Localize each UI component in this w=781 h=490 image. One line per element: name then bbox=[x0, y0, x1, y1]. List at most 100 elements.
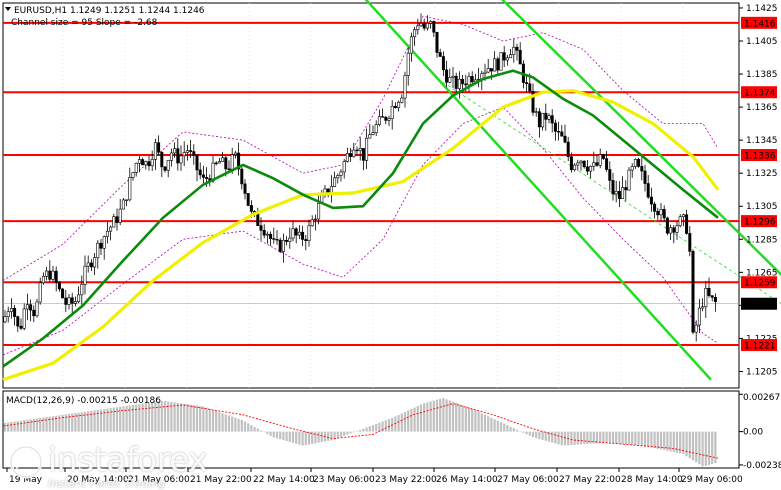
candle-body bbox=[403, 75, 407, 99]
candle-body bbox=[358, 148, 362, 151]
price-tick-label: 1.1365 bbox=[746, 103, 778, 113]
candle-body bbox=[297, 231, 301, 236]
macd-histogram-bar bbox=[499, 422, 503, 432]
candle-body bbox=[105, 230, 109, 237]
candle-body bbox=[83, 265, 87, 285]
candle-body bbox=[605, 158, 609, 170]
candle-body bbox=[713, 297, 717, 302]
candle-body bbox=[185, 150, 189, 153]
macd-histogram-bar bbox=[272, 431, 275, 438]
price-axis: 1.1425 1.1405 1.1385 1.1365 1.1345 1.1325 1.13… bbox=[739, 4, 781, 471]
candle-body bbox=[201, 174, 205, 178]
candle-body bbox=[585, 166, 589, 172]
macd-histogram-bar bbox=[61, 414, 64, 432]
candle-body bbox=[505, 57, 509, 61]
macd-histogram-bar bbox=[525, 431, 528, 435]
level-label-box bbox=[741, 16, 777, 29]
macd-histogram-bar bbox=[698, 431, 701, 465]
candle-body bbox=[173, 148, 177, 154]
macd-histogram-bar bbox=[656, 431, 659, 449]
watermark: instaforex Instant Forex Trading bbox=[8, 440, 208, 490]
candle-body bbox=[192, 151, 196, 156]
candle-body bbox=[102, 236, 106, 249]
macd-histogram-bar bbox=[362, 428, 365, 432]
macd-histogram-bar bbox=[368, 426, 371, 432]
macd-histogram-bar bbox=[403, 412, 407, 432]
macd-histogram-bar bbox=[163, 401, 167, 432]
candle-body bbox=[595, 162, 599, 166]
macd-histogram-bar bbox=[432, 400, 435, 432]
candle-body bbox=[301, 231, 305, 240]
macd-histogram-bar bbox=[320, 431, 323, 443]
watermark-name: instaforex bbox=[48, 440, 208, 479]
macd-histogram-bar bbox=[221, 413, 224, 432]
candle-body bbox=[352, 149, 356, 157]
macd-histogram-bar bbox=[192, 405, 195, 432]
candle-body bbox=[685, 214, 689, 234]
macd-histogram-bar bbox=[547, 431, 551, 442]
candle-body bbox=[275, 239, 279, 241]
macd-histogram-bar bbox=[471, 408, 474, 432]
macd-histogram-bar bbox=[275, 431, 279, 439]
macd-histogram-bar bbox=[336, 431, 339, 439]
candle-body bbox=[112, 216, 116, 228]
candle-body bbox=[361, 148, 365, 161]
macd-histogram-bar bbox=[183, 403, 186, 432]
candle-body bbox=[598, 154, 602, 166]
candle-body bbox=[281, 239, 285, 252]
candle-body bbox=[198, 169, 202, 176]
candle-body bbox=[381, 116, 385, 118]
macd-histogram-bar bbox=[474, 410, 477, 432]
macd-histogram-bar bbox=[13, 421, 16, 432]
candle-body bbox=[29, 304, 33, 311]
candle-body bbox=[45, 270, 49, 277]
candle-body bbox=[672, 227, 676, 233]
macd-tick-label: -0.00238 bbox=[743, 461, 781, 471]
macd-histogram-bar bbox=[333, 431, 336, 440]
macd-histogram-bar bbox=[378, 422, 381, 432]
time-tick-label: 26 May 14:00 bbox=[436, 475, 498, 485]
chart-header: EURUSD,H1 1.1249 1.1251 1.1244 1.1246 Ch… bbox=[5, 6, 205, 28]
macd-tick-label: 0.00267 bbox=[743, 393, 780, 403]
candle-body bbox=[249, 205, 253, 212]
macd-histogram-bar bbox=[10, 422, 13, 432]
macd-histogram-bar bbox=[423, 403, 426, 432]
candle-body bbox=[441, 56, 445, 71]
macd-histogram-bar bbox=[643, 431, 647, 447]
macd-histogram-bar bbox=[531, 431, 535, 438]
macd-histogram-bar bbox=[74, 413, 77, 432]
header-line-1: EURUSD,H1 1.1249 1.1251 1.1244 1.1246 bbox=[14, 6, 205, 16]
macd-histogram-bar bbox=[259, 430, 263, 432]
macd-tick-label: 0.00 bbox=[743, 428, 763, 438]
candle-body bbox=[608, 169, 612, 181]
candle-body bbox=[285, 239, 289, 242]
candle-body bbox=[483, 71, 487, 74]
candle-body bbox=[534, 111, 538, 113]
macd-histogram-bar bbox=[624, 431, 627, 445]
macd-histogram-bar bbox=[202, 406, 205, 432]
macd-histogram-bar bbox=[96, 409, 99, 432]
macd-histogram-bar bbox=[615, 431, 618, 444]
regression-channel bbox=[364, 0, 781, 381]
macd-histogram-bar bbox=[307, 431, 311, 445]
macd-histogram-bar bbox=[154, 401, 157, 432]
macd-histogram-bar bbox=[704, 431, 707, 466]
header-line-2: Channel size = 95 Slope = -2.68 bbox=[11, 18, 158, 28]
candle-body bbox=[451, 75, 455, 78]
macd-histogram-bar bbox=[563, 431, 567, 446]
macd-histogram-bar bbox=[7, 422, 10, 432]
candle-body bbox=[627, 169, 631, 191]
macd-histogram-bar bbox=[400, 413, 403, 432]
macd-histogram-bar bbox=[480, 413, 483, 432]
candle-body bbox=[397, 101, 401, 108]
candle-body bbox=[61, 288, 65, 299]
candle-body bbox=[541, 112, 545, 128]
macd-histogram-bar bbox=[135, 404, 138, 432]
macd-histogram-bar bbox=[631, 431, 634, 445]
macd-histogram-bar bbox=[42, 417, 45, 432]
macd-histogram-bar bbox=[48, 416, 51, 432]
macd-histogram-bar bbox=[19, 420, 23, 432]
candle-body bbox=[214, 162, 218, 165]
candle-body bbox=[54, 270, 58, 283]
candle-body bbox=[365, 137, 369, 161]
